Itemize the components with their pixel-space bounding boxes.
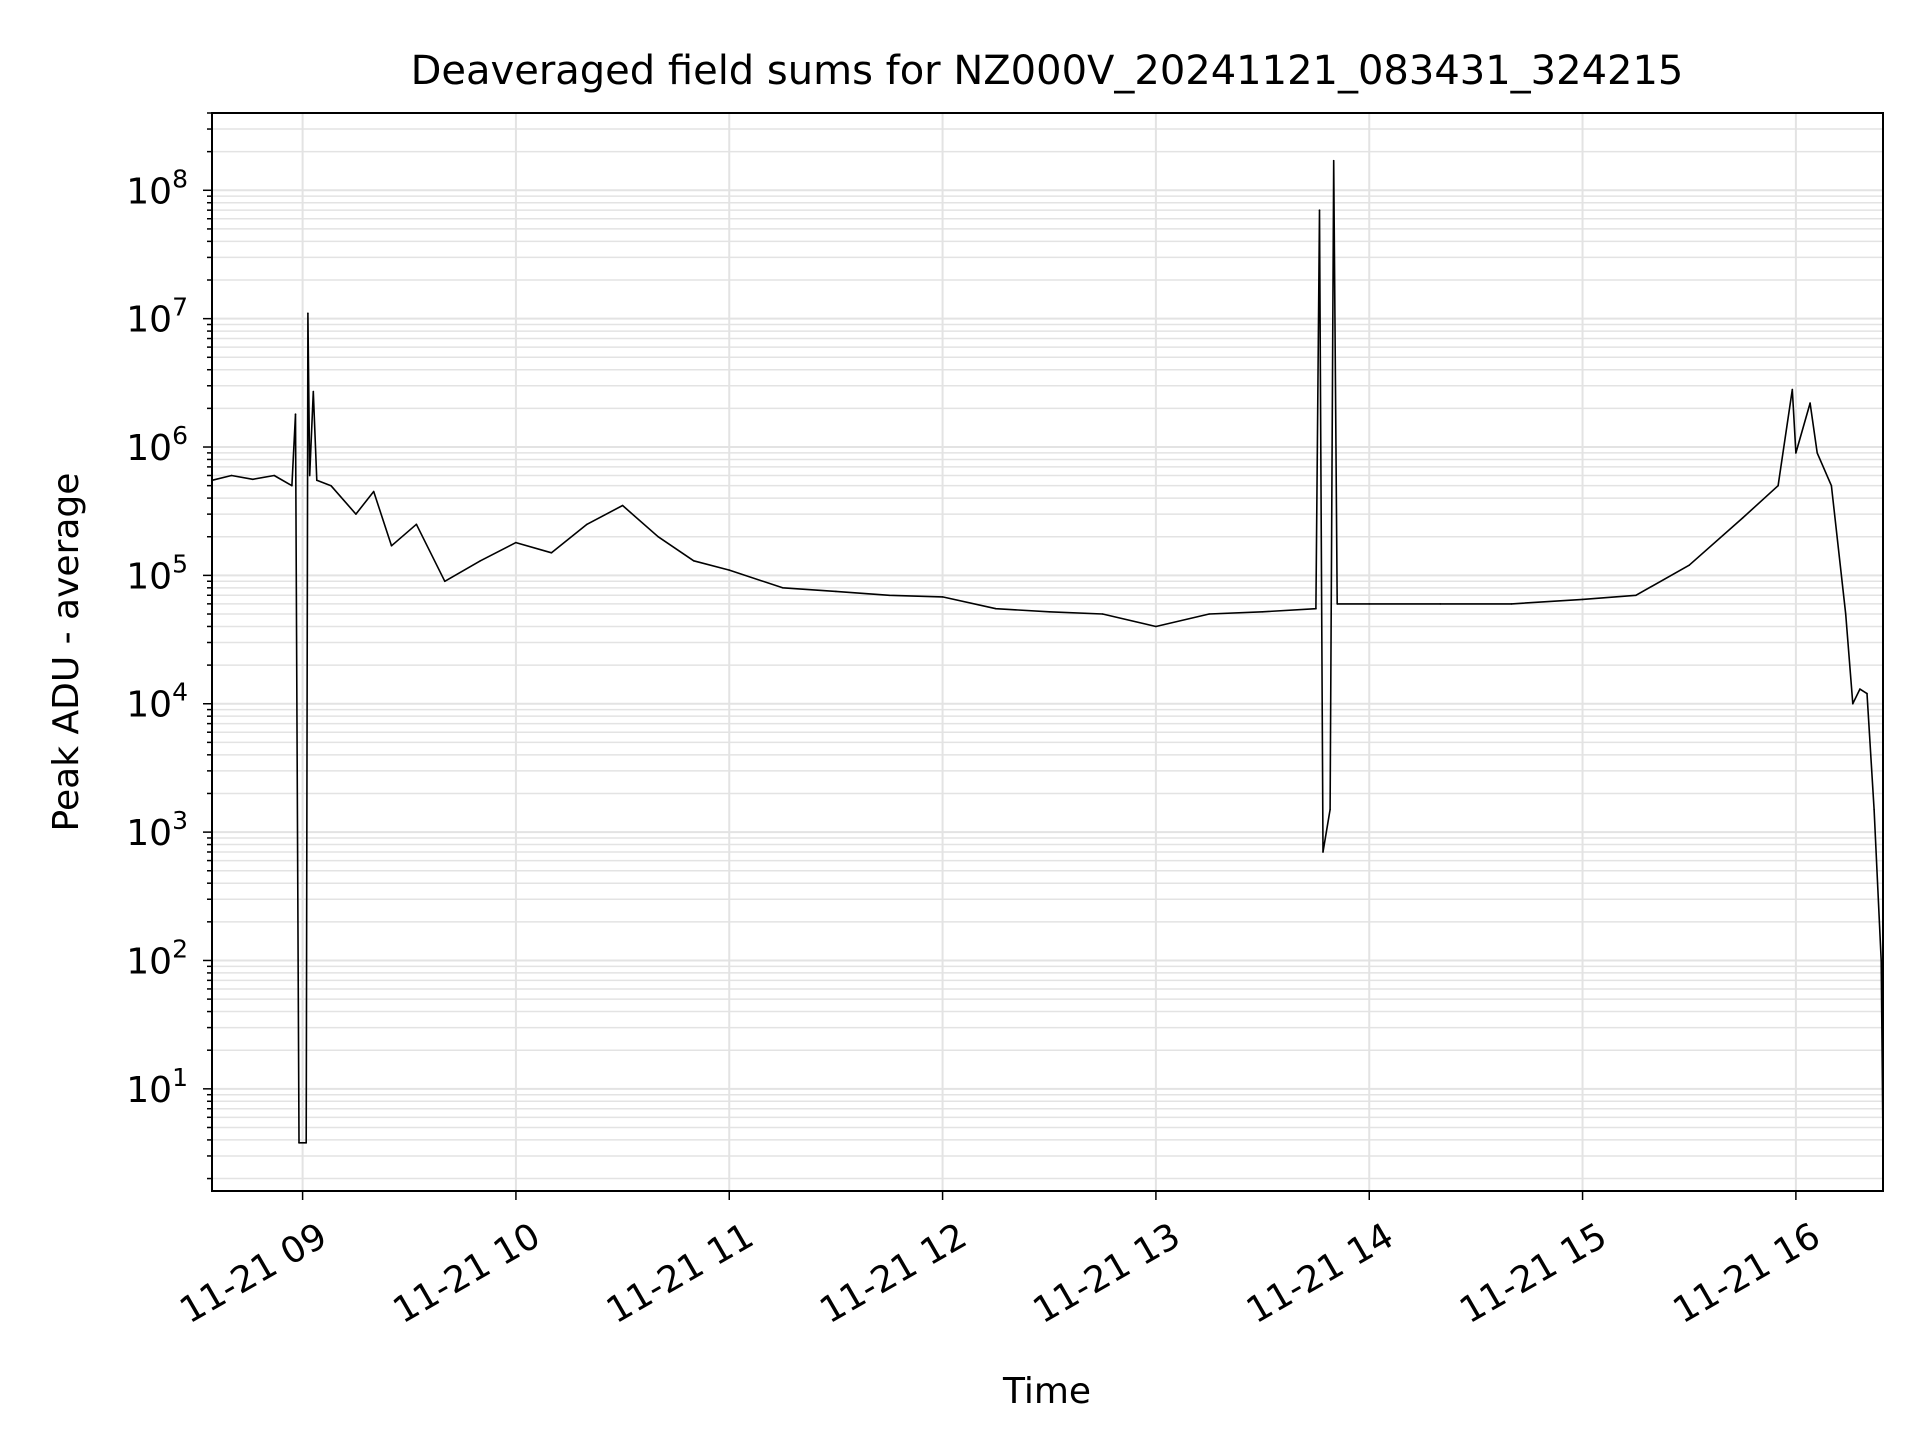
data-point — [586, 523, 588, 526]
data-point — [692, 560, 695, 562]
y-tick-exponent: 5 — [172, 549, 188, 578]
data-point — [1208, 613, 1210, 615]
y-tick-exponent: 7 — [172, 293, 188, 322]
data-point — [415, 523, 418, 526]
data-point — [1791, 388, 1794, 391]
data-point — [1816, 452, 1818, 454]
data-point — [444, 580, 446, 583]
data-point — [781, 587, 784, 589]
data-point — [316, 479, 318, 482]
data-point — [1795, 452, 1797, 454]
data-point — [1318, 209, 1321, 211]
data-point — [1101, 613, 1104, 615]
data-point — [273, 474, 276, 477]
data-point — [291, 484, 293, 487]
data-point — [1688, 564, 1690, 566]
data-point — [1866, 692, 1868, 695]
data-point — [550, 552, 553, 554]
data-point — [1368, 603, 1370, 605]
data-point — [1315, 607, 1317, 610]
data-point — [372, 490, 375, 493]
x-axis-label: Time — [1002, 1371, 1091, 1412]
data-point — [1635, 594, 1637, 597]
y-tick-label: 101 — [126, 1063, 188, 1111]
data-point — [728, 569, 731, 571]
data-point — [355, 513, 357, 515]
data-point — [657, 535, 659, 538]
y-tick-exponent: 2 — [172, 934, 188, 963]
data-point — [330, 484, 332, 487]
y-tick-base: 10 — [126, 813, 172, 854]
data-point — [390, 545, 393, 547]
data-point — [1777, 484, 1779, 487]
data-point — [941, 596, 944, 598]
series-line — [211, 159, 1884, 1144]
data-point — [1809, 402, 1811, 404]
data-point — [230, 474, 233, 477]
data-point — [1880, 959, 1882, 962]
data-point — [252, 478, 254, 481]
y-tick-label: 105 — [126, 549, 188, 597]
data-point — [835, 590, 837, 593]
y-tick-exponent: 8 — [172, 164, 188, 193]
data-point — [1581, 598, 1584, 601]
y-tick-base: 10 — [126, 171, 172, 212]
data-point — [308, 474, 311, 477]
data-point — [1155, 625, 1157, 628]
y-tick-label: 107 — [126, 293, 188, 341]
data-point — [515, 541, 517, 544]
data-point — [1322, 851, 1324, 853]
data-point — [621, 504, 624, 507]
data-point — [1741, 517, 1744, 519]
y-tick-base: 10 — [126, 428, 172, 469]
y-tick-exponent: 3 — [172, 806, 188, 835]
y-tick-base: 10 — [126, 556, 172, 597]
plot-frame — [211, 112, 1884, 1192]
data-point — [298, 1142, 300, 1144]
y-tick-label: 104 — [126, 678, 188, 726]
data-point — [1859, 688, 1861, 690]
data-point — [1510, 603, 1513, 605]
y-tick-exponent: 6 — [172, 421, 188, 450]
data-point — [1332, 159, 1335, 162]
chart-title: Deaveraged field sums for NZ000V_2024112… — [411, 48, 1684, 94]
data-point — [888, 594, 891, 597]
y-tick-exponent: 1 — [172, 1063, 188, 1092]
data-point — [1852, 702, 1854, 705]
data-point — [1873, 808, 1875, 811]
y-tick-exponent: 4 — [172, 678, 188, 707]
y-tick-label: 102 — [126, 934, 188, 982]
y-tick-label: 106 — [126, 421, 188, 469]
data-point — [479, 560, 482, 562]
data-point — [1261, 611, 1264, 613]
data-point — [1439, 603, 1442, 605]
data-point — [1048, 611, 1050, 613]
y-tick-base: 10 — [126, 685, 172, 726]
y-tick-base: 10 — [126, 941, 172, 982]
y-tick-base: 10 — [126, 300, 172, 341]
y-tick-base: 10 — [126, 1070, 172, 1111]
y-tick-label: 103 — [126, 806, 188, 854]
data-point — [1336, 603, 1338, 605]
data-point — [294, 413, 297, 416]
axis-ticks — [203, 112, 1797, 1200]
series-layer — [211, 159, 1884, 1144]
data-point — [305, 1142, 308, 1144]
data-point — [1329, 808, 1331, 811]
data-point — [1830, 484, 1833, 487]
data-point — [307, 312, 309, 315]
y-axis-label: Peak ADU - average — [46, 473, 87, 832]
data-point — [995, 607, 997, 610]
data-point — [312, 390, 315, 393]
data-point — [1844, 613, 1847, 615]
y-tick-label: 108 — [126, 164, 188, 212]
